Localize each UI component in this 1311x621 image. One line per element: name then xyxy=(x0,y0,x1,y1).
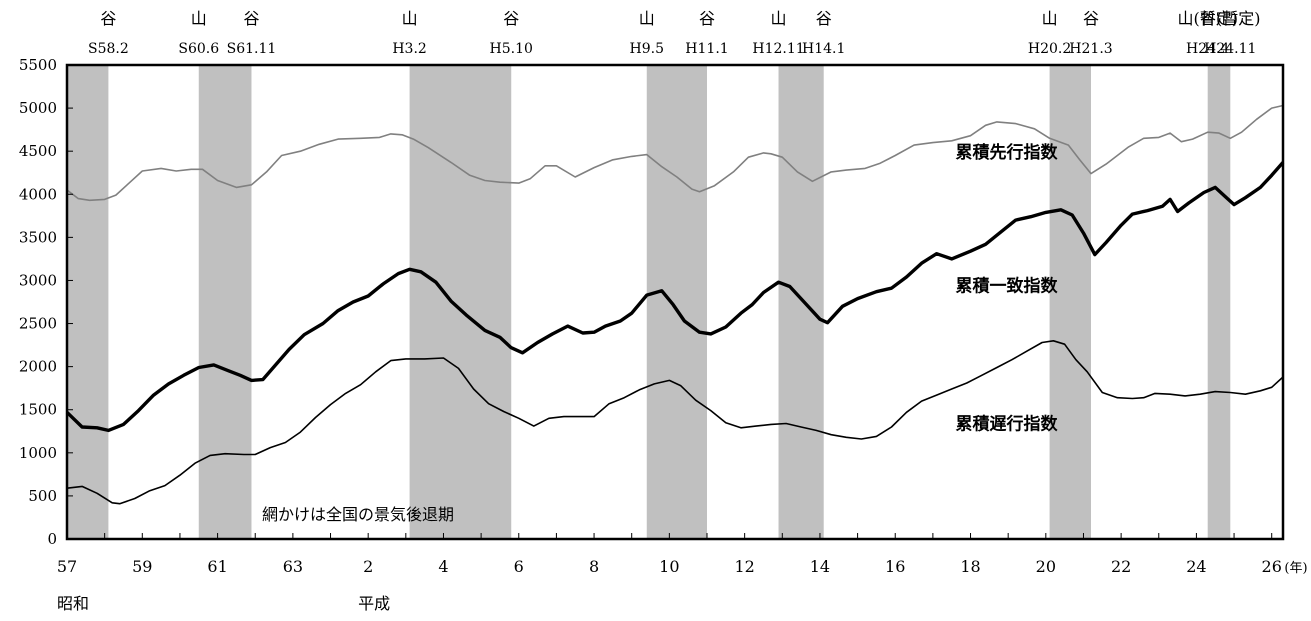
x-tick-label: 2 xyxy=(363,557,373,576)
x-tick-label: 61 xyxy=(207,557,227,576)
y-tick-label: 2000 xyxy=(19,358,57,376)
series-line-2 xyxy=(66,340,1284,505)
x-tick-label: 4 xyxy=(438,557,448,576)
turning-point-date: S58.2 xyxy=(88,41,129,57)
turning-point-date: H21.3 xyxy=(1069,41,1112,57)
turning-point-date: H20.2 xyxy=(1028,41,1071,57)
recession-band xyxy=(1207,65,1231,539)
turning-point-date: H14.1 xyxy=(802,41,845,57)
turning-point-mark: 山 xyxy=(1042,9,1058,28)
turning-point-mark: 谷 xyxy=(1083,9,1099,28)
recession-shading-note: 網かけは全国の景気後退期 xyxy=(262,505,454,524)
y-tick-label: 2500 xyxy=(19,315,57,333)
x-tick-label: 14 xyxy=(810,557,830,576)
turning-point-date: H9.5 xyxy=(630,41,664,57)
y-tick-label: 500 xyxy=(28,487,57,505)
turning-point-mark: 谷 xyxy=(699,9,715,28)
recession-band xyxy=(778,65,824,539)
plot-frame xyxy=(65,63,1285,541)
series-label: 累積遅行指数 xyxy=(955,414,1058,435)
x-unit-label: (年) xyxy=(1284,561,1307,576)
turning-point-mark: 谷 xyxy=(243,9,259,28)
y-tick-label: 3000 xyxy=(19,271,57,289)
turning-point-date: H3.2 xyxy=(392,41,426,57)
turning-point-mark: 谷 xyxy=(503,9,519,28)
x-tick-label: 10 xyxy=(659,557,679,576)
x-tick-label: 59 xyxy=(132,557,152,576)
turning-point-date: H11.1 xyxy=(685,41,728,57)
era-label: 昭和 xyxy=(57,594,89,613)
x-tick-label: 18 xyxy=(960,557,980,576)
turning-point-mark: 山 xyxy=(639,9,655,28)
x-tick-label: 57 xyxy=(57,557,77,576)
series-line-1 xyxy=(65,161,1285,433)
y-tick-label: 4000 xyxy=(19,185,57,203)
recession-band xyxy=(67,65,109,539)
x-tick-label: 8 xyxy=(589,557,599,576)
recession-band xyxy=(1049,65,1091,539)
x-tick-label: 22 xyxy=(1111,557,1131,576)
turning-point-date: S60.6 xyxy=(178,41,219,57)
recession-band xyxy=(409,65,512,539)
y-tick-label: 5000 xyxy=(19,99,57,117)
turning-point-date: S61.11 xyxy=(227,41,277,57)
turning-point-mark: 山 xyxy=(402,9,418,28)
x-tick-label: 16 xyxy=(885,557,905,576)
y-tick-label: 4500 xyxy=(19,142,57,160)
y-tick-label: 0 xyxy=(47,530,57,548)
y-tick-label: 1000 xyxy=(19,444,57,462)
turning-point-mark: 谷 xyxy=(816,9,832,28)
series-line-0 xyxy=(66,104,1284,202)
x-tick-label: 20 xyxy=(1036,557,1056,576)
turning-point-mark: 山 xyxy=(191,9,207,28)
recession-band xyxy=(646,65,707,539)
recession-band xyxy=(198,65,252,539)
x-tick-label: 24 xyxy=(1186,557,1206,576)
turning-point-mark: 山(暫定) xyxy=(1177,9,1238,28)
y-tick-label: 1500 xyxy=(19,401,57,419)
turning-point-date: H24.11 xyxy=(1204,41,1256,57)
series-label: 累積一致指数 xyxy=(955,276,1058,297)
turning-point-mark: 山 xyxy=(771,9,787,28)
turning-point-date: H12.11 xyxy=(752,41,804,57)
series-label: 累積先行指数 xyxy=(955,142,1058,163)
x-tick-label: 6 xyxy=(514,557,524,576)
turning-point-mark: 谷(暫定) xyxy=(1200,9,1261,28)
era-label: 平成 xyxy=(358,594,390,613)
y-tick-label: 5500 xyxy=(19,56,57,74)
turning-point-date: H24.4 xyxy=(1186,41,1229,57)
x-tick-label: 12 xyxy=(734,557,754,576)
turning-point-mark: 谷 xyxy=(100,9,116,28)
x-tick-label: 26 xyxy=(1262,557,1282,576)
turning-point-date: H5.10 xyxy=(490,41,533,57)
x-tick-label: 63 xyxy=(283,557,303,576)
y-tick-label: 3500 xyxy=(19,228,57,246)
